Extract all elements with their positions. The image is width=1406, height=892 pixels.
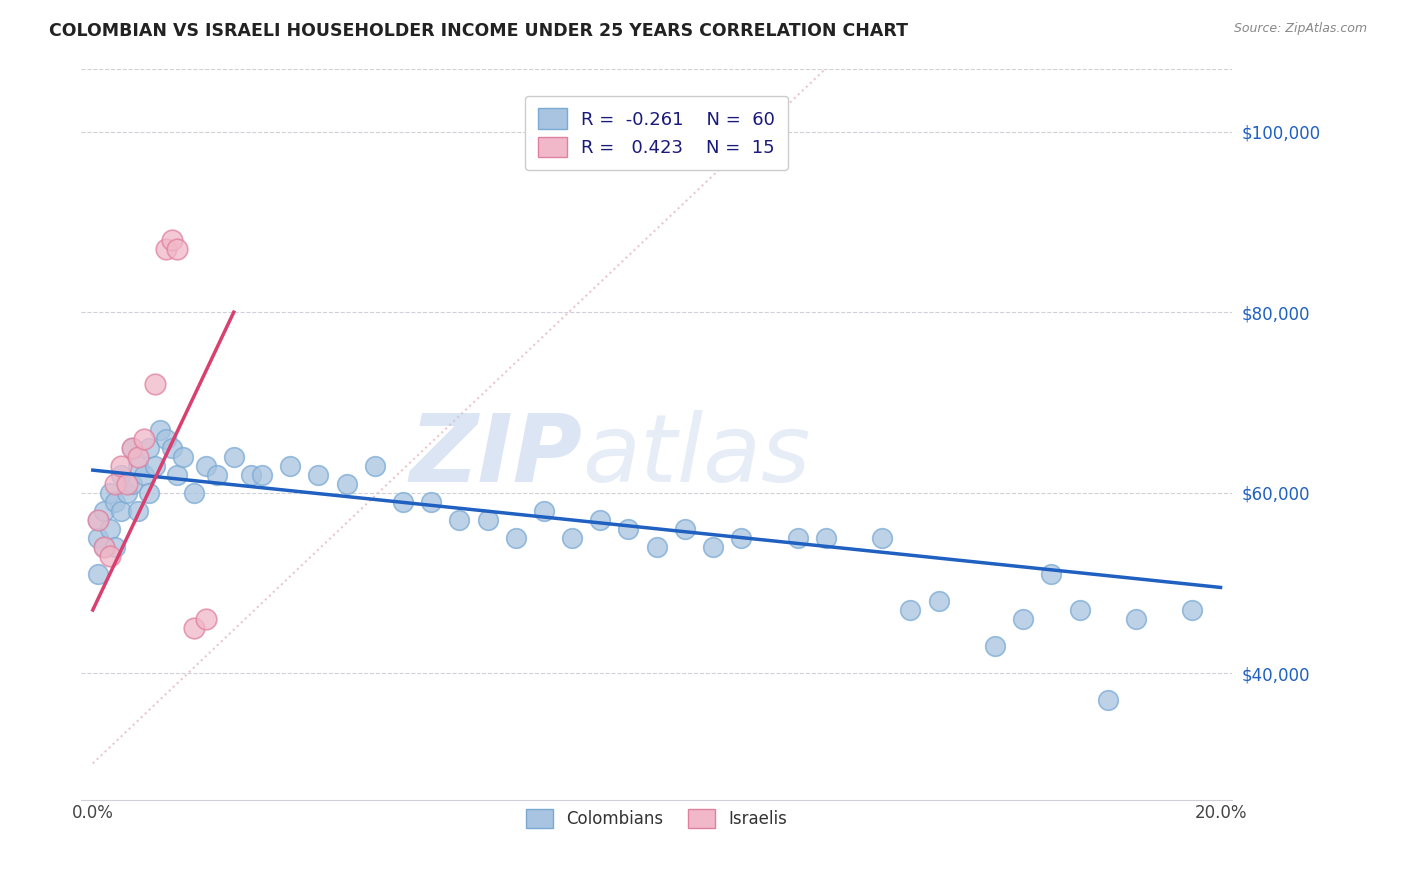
Point [132,432,155,446]
Point [183,621,205,635]
Point [98,522,121,536]
Point [110,504,132,518]
Point [127,458,149,473]
Point [87,513,110,527]
Point [172,450,194,464]
Point [278,458,301,473]
Point [205,467,228,482]
Point [87,513,110,527]
Point [730,531,752,545]
Point [160,441,183,455]
Point [335,476,357,491]
Point [900,603,922,617]
Point [110,458,132,473]
Point [420,494,443,508]
Point [392,494,415,508]
Point [984,639,1007,653]
Point [98,549,121,563]
Point [155,432,177,446]
Point [155,242,177,256]
Point [505,531,527,545]
Point [194,612,217,626]
Point [1040,566,1063,581]
Point [183,485,205,500]
Point [814,531,837,545]
Point [533,504,555,518]
Point [617,522,640,536]
Point [364,458,387,473]
Text: COLOMBIAN VS ISRAELI HOUSEHOLDER INCOME UNDER 25 YEARS CORRELATION CHART: COLOMBIAN VS ISRAELI HOUSEHOLDER INCOME … [49,22,908,40]
Point [93,504,115,518]
Point [1012,612,1035,626]
Point [166,242,188,256]
Point [115,485,138,500]
Point [87,566,110,581]
Point [1181,603,1204,617]
Point [1097,693,1119,707]
Point [138,485,160,500]
Point [121,441,143,455]
Point [239,467,262,482]
Point [138,441,160,455]
Point [127,504,149,518]
Point [115,476,138,491]
Point [127,450,149,464]
Point [98,485,121,500]
Point [561,531,583,545]
Point [104,476,127,491]
Point [222,450,245,464]
Point [645,540,668,554]
Point [143,377,166,392]
Point [673,522,696,536]
Point [250,467,273,482]
Point [307,467,329,482]
Point [1125,612,1147,626]
Point [1069,603,1091,617]
Text: Source: ZipAtlas.com: Source: ZipAtlas.com [1233,22,1367,36]
Point [449,513,471,527]
Point [93,540,115,554]
Point [104,494,127,508]
Point [160,233,183,247]
Point [166,467,188,482]
Point [870,531,893,545]
Point [477,513,499,527]
Text: ZIP: ZIP [409,410,582,502]
Legend: Colombians, Israelis: Colombians, Israelis [519,803,794,835]
Point [194,458,217,473]
Point [104,540,127,554]
Point [93,540,115,554]
Point [110,467,132,482]
Point [121,476,143,491]
Point [143,458,166,473]
Point [87,531,110,545]
Point [149,423,172,437]
Point [786,531,808,545]
Point [121,441,143,455]
Point [589,513,612,527]
Text: atlas: atlas [582,410,810,501]
Point [928,594,950,608]
Point [702,540,724,554]
Point [132,467,155,482]
